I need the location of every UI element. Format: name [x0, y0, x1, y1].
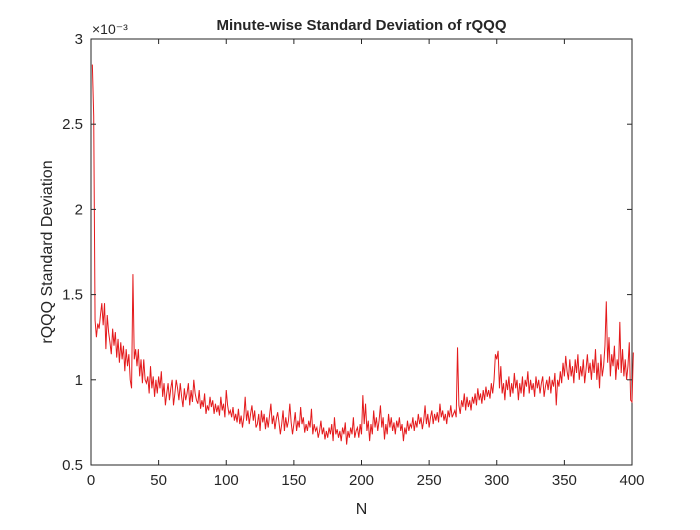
- y-axis-ticks: 0.5 1 1.5 2 2.5 3: [62, 31, 632, 474]
- x-tick-label: 100: [214, 472, 239, 489]
- x-tick-label: 50: [150, 472, 167, 489]
- y-tick-label: 2.5: [62, 116, 83, 133]
- x-tick-label: 300: [484, 472, 509, 489]
- x-tick-label: 350: [552, 472, 577, 489]
- plot-area: [90, 38, 633, 466]
- y-tick-label: 2: [75, 201, 83, 218]
- chart-title: Minute-wise Standard Deviation of rQQQ: [216, 17, 506, 34]
- y-tick-label: 3: [75, 31, 83, 48]
- x-tick-label: 150: [281, 472, 306, 489]
- y-tick-label: 0.5: [62, 457, 83, 474]
- x-tick-label: 400: [619, 472, 644, 489]
- y-axis-exponent: ×10⁻³: [92, 21, 128, 37]
- x-tick-label: 250: [417, 472, 442, 489]
- x-axis-label: N: [356, 501, 368, 518]
- x-axis-ticks: 0 50 100 150 200 250 300 350 400: [87, 39, 645, 489]
- y-axis-label: rQQQ Standard Deviation: [39, 160, 56, 343]
- y-tick-label: 1: [75, 372, 83, 389]
- y-tick-label: 1.5: [62, 287, 83, 304]
- x-tick-label: 0: [87, 472, 95, 489]
- x-tick-label: 200: [349, 472, 374, 489]
- series-line: [91, 64, 634, 445]
